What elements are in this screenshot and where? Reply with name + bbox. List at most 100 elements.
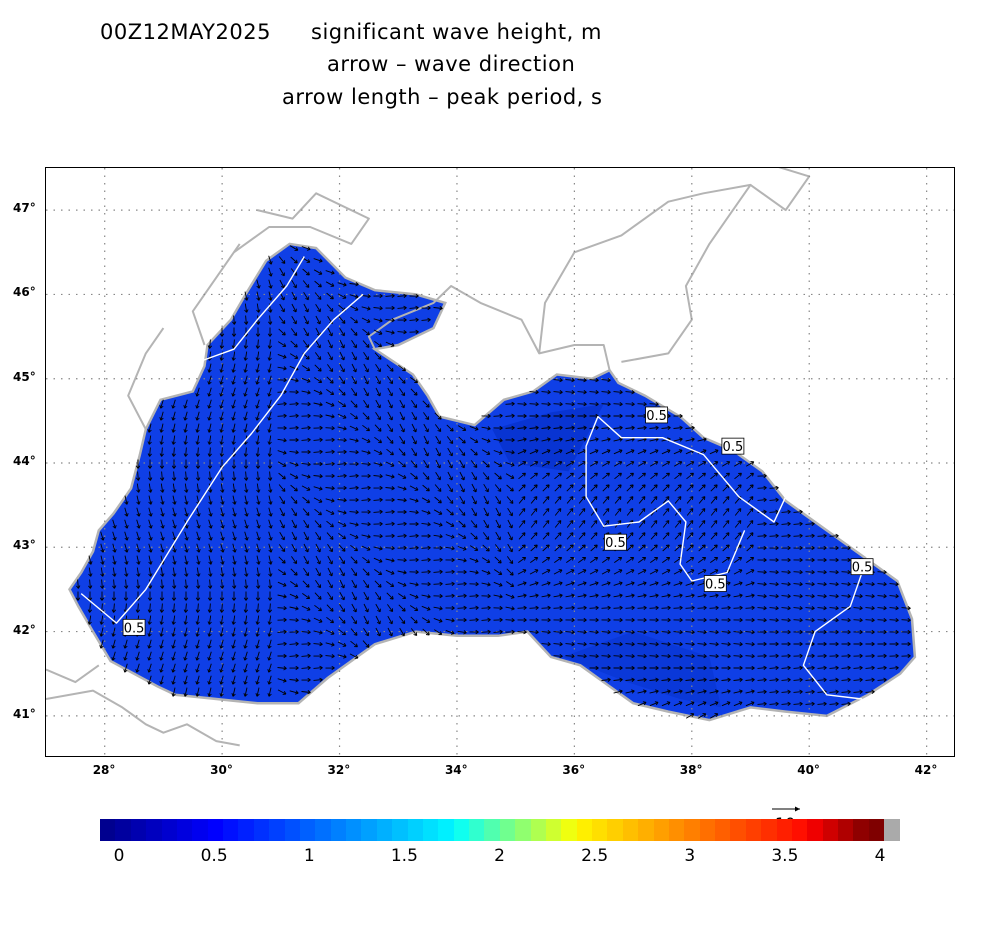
wave-arrow [638,508,646,516]
wave-arrow [374,424,382,432]
wave-arrow [207,459,213,469]
wave-arrow [219,375,224,385]
wave-arrow [326,604,334,612]
wave-arrow [267,339,273,349]
wave-arrow [661,605,671,611]
wave-arrow [339,591,345,601]
wave-arrow [877,665,887,671]
wave-arrow [325,629,335,635]
wave-arrow [231,651,236,661]
wave-arrow [625,449,635,455]
wave-arrow [147,591,153,601]
contour-line [802,555,869,700]
wave-arrow [301,401,311,407]
wave-arrow [421,569,431,575]
contour-label: 0.5 [124,621,145,636]
wave-arrow [337,485,347,491]
wave-arrow [325,281,335,287]
contour-line [198,256,305,363]
wave-arrow [457,569,467,575]
wave-arrow [136,495,141,505]
lon-tick-label: 42° [914,763,938,777]
wave-arrow [505,437,515,443]
wave-arrow [207,363,212,373]
wave-arrow [100,567,105,577]
wave-arrow [602,472,610,480]
wave-arrow [277,641,287,647]
wave-arrow [159,459,165,469]
wave-arrow [578,544,586,552]
colorbar-cell [253,819,270,841]
wave-arrow [745,701,755,707]
wave-arrow [279,267,285,277]
wave-arrow [649,581,659,586]
wave-arrow [817,582,827,587]
wave-arrow [100,555,105,565]
wave-arrow [662,532,670,540]
wave-arrow [481,569,491,575]
wave-arrow [268,519,273,529]
wave-arrow [769,653,779,659]
wave-arrow [517,630,527,635]
colorbar-label: 2.5 [581,846,609,866]
wave-arrow [325,449,335,454]
wave-arrow [865,629,875,635]
wave-arrow [219,471,225,481]
wave-arrow [338,316,346,324]
wave-arrow [505,617,515,623]
wave-arrow [697,689,707,694]
wave-arrow [457,605,467,611]
wave-arrow [351,616,357,625]
wave-arrow [589,437,599,442]
wave-arrow [256,555,261,565]
wave-arrow [577,653,587,659]
wave-arrow [446,496,454,504]
wave-arrow [301,605,311,611]
wave-arrow [363,591,369,601]
colorbar-label: 3.5 [771,846,799,866]
wave-arrow [781,641,791,647]
wave-arrow [458,436,466,444]
wave-arrow [469,617,479,623]
wave-arrow [421,510,431,515]
wave-arrow [457,533,467,539]
wave-arrow [325,642,335,647]
wave-arrow [339,339,345,349]
wave-arrow [195,651,200,661]
wave-arrow [554,556,563,563]
wave-arrow [505,450,515,455]
wave-arrow [231,639,236,649]
wave-arrow [232,531,237,541]
wave-arrow [243,687,248,697]
wave-arrow [243,423,248,433]
wave-arrow [542,508,550,516]
wave-arrow [745,569,755,575]
wave-arrow [301,437,311,443]
wave-arrow [529,581,539,586]
wave-arrow [111,627,116,637]
wave-arrow [277,450,287,455]
wave-arrow [278,569,287,575]
wave-arrow [805,629,815,635]
wave-arrow [577,617,587,623]
wave-arrow [793,617,803,623]
wave-arrow [877,582,887,587]
wave-arrow [565,653,575,659]
wave-arrow [231,627,236,637]
wave-arrow [841,582,851,587]
wave-arrow [301,629,311,635]
wave-arrow [445,593,455,599]
wave-arrow [351,568,358,577]
wave-arrow [289,378,299,383]
wave-arrow [626,508,634,516]
wave-arrow [313,389,323,395]
wave-arrow [746,520,754,528]
wave-arrow [685,593,695,598]
wave-arrow [698,532,706,540]
wave-arrow [817,533,827,539]
wave-arrow [184,579,189,589]
wave-arrow [195,675,200,685]
wave-arrow [277,401,287,406]
wave-arrow [625,630,635,635]
wave-arrow [231,363,236,373]
